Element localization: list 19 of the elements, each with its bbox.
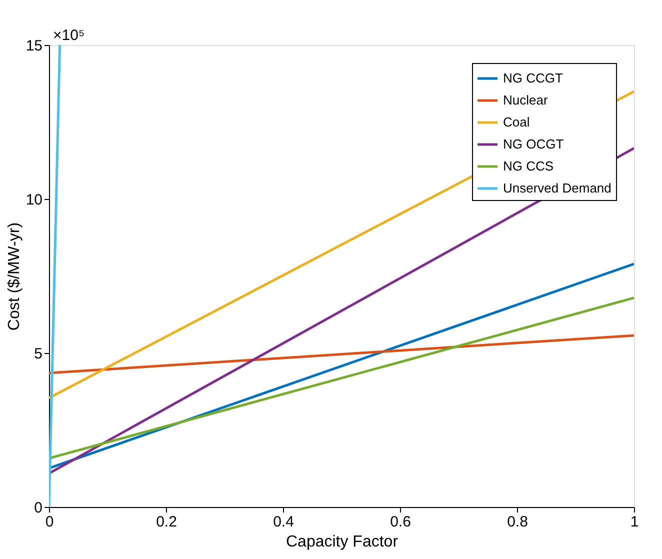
y-tick-label: 5 xyxy=(34,346,42,362)
x-axis-title: Capacity Factor xyxy=(286,534,399,550)
legend-label: Nuclear xyxy=(503,92,548,108)
legend-label: Unserved Demand xyxy=(503,180,612,196)
x-tick-label: 0 xyxy=(45,514,54,530)
y-tick-label: 15 xyxy=(26,38,42,54)
x-tick-label: 0.4 xyxy=(273,514,294,530)
legend-label: Coal xyxy=(503,114,530,130)
legend-label: NG CCGT xyxy=(503,70,563,86)
y-tick-label: 10 xyxy=(26,192,42,208)
x-tick-label: 0.6 xyxy=(390,514,411,530)
legend-label: NG OCGT xyxy=(503,136,564,152)
y-tick-label: 0 xyxy=(34,500,42,516)
y-axis-title: Cost ($/MW-yr) xyxy=(6,222,23,331)
x-tick-label: 0.2 xyxy=(156,514,177,530)
legend-label: NG CCS xyxy=(503,158,554,174)
text: ×10⁵ xyxy=(53,27,85,44)
x-tick-label: 1 xyxy=(630,514,639,530)
x-tick-label: 0.8 xyxy=(507,514,528,530)
